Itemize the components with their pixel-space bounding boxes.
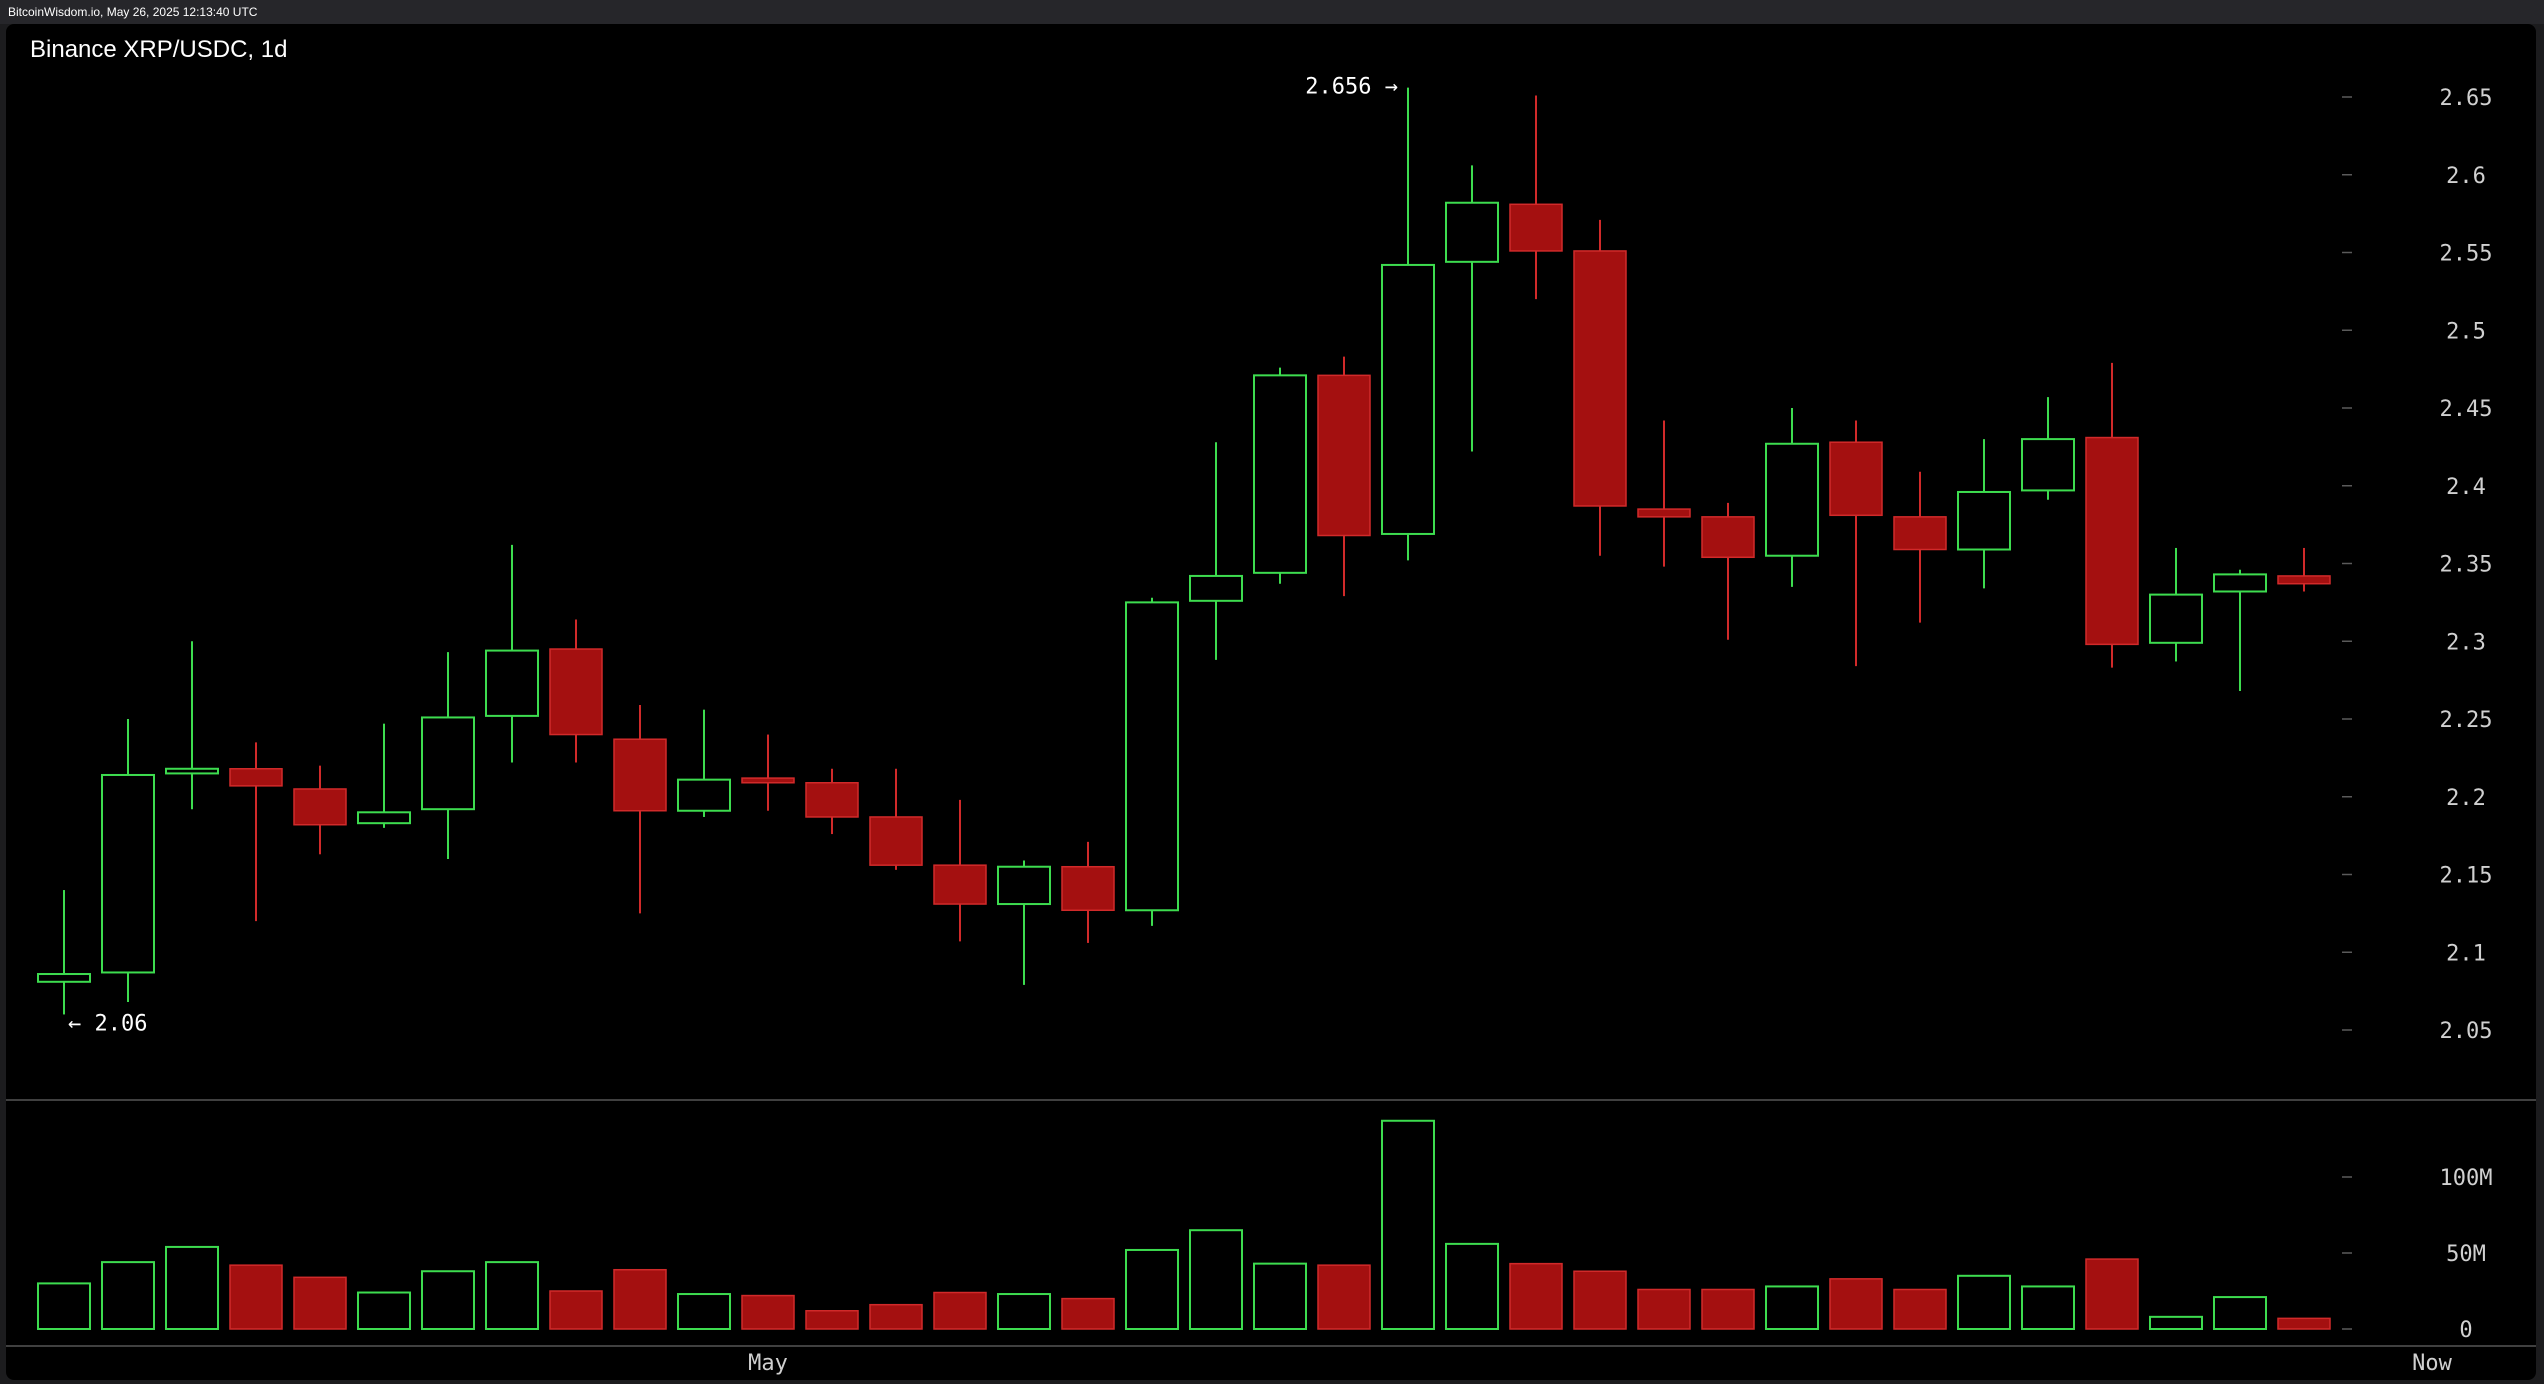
candle-body	[741, 777, 795, 784]
price-tick-label: 2.65	[2440, 86, 2493, 111]
volume-bar	[2085, 1258, 2139, 1330]
candle-body	[869, 816, 923, 866]
price-tick-label: 2.55	[2440, 242, 2493, 267]
candle-body	[549, 648, 603, 736]
volume-bar	[613, 1268, 667, 1330]
candle-body	[997, 865, 1051, 906]
price-tick-label: 2.4	[2446, 475, 2486, 500]
volume-bar	[1445, 1242, 1499, 1331]
volume-bar	[357, 1291, 411, 1331]
price-tick-label: 2.2	[2446, 786, 2486, 811]
chart-panel: 2.05 2.1 2.15 2.2 2.25 2.3 2.35 2.4 2.45 2.5 2.55 2…	[6, 24, 2536, 1380]
volume-bar	[1573, 1270, 1627, 1330]
price-tick-label: 2.45	[2440, 397, 2493, 422]
candle-body	[1829, 441, 1883, 517]
candle-body	[1253, 374, 1307, 574]
candle-body	[101, 773, 155, 974]
candle-body	[1765, 442, 1819, 557]
volume-bar	[2277, 1317, 2331, 1330]
volume-bar	[229, 1264, 283, 1330]
candle-body	[1317, 374, 1371, 537]
volume-tick-label: 100M	[2440, 1166, 2493, 1191]
time-tick-label: Now	[2412, 1351, 2452, 1376]
volume-bar	[997, 1293, 1051, 1331]
candle-body	[1061, 865, 1115, 912]
volume-bar	[1829, 1278, 1883, 1330]
volume-bar	[869, 1303, 923, 1330]
candle-body	[677, 778, 731, 812]
chart-canvas: 2.05 2.1 2.15 2.2 2.25 2.3 2.35 2.4 2.45 2.5 2.55 2…	[6, 75, 2536, 1376]
candle-body	[2021, 438, 2075, 492]
candle-body	[805, 782, 859, 818]
candle-body	[1445, 201, 1499, 263]
volume-bar	[1637, 1288, 1691, 1330]
candle-body	[1381, 263, 1435, 535]
candle-body	[2149, 593, 2203, 644]
volume-bar	[1765, 1285, 1819, 1330]
chart-title: Binance XRP/USDC, 1d	[30, 36, 288, 63]
volume-tick-label: 0	[2459, 1318, 2472, 1343]
candle-body	[1701, 516, 1755, 559]
volume-bar	[421, 1270, 475, 1330]
top-bar: BitcoinWisdom.io, May 26, 2025 12:13:40 …	[0, 0, 2544, 24]
candle-body	[2213, 573, 2267, 593]
volume-bar	[37, 1282, 91, 1331]
price-tick-label: 2.3	[2446, 630, 2486, 655]
candle-body	[357, 811, 411, 825]
candle-body	[1893, 516, 1947, 551]
volume-tick-label: 50M	[2446, 1242, 2486, 1267]
candle-body	[1125, 601, 1179, 912]
price-tick-label: 2.15	[2440, 864, 2493, 889]
volume-bar	[1317, 1264, 1371, 1330]
volume-bar	[1125, 1248, 1179, 1330]
candle-body	[1573, 250, 1627, 507]
volume-bar	[1189, 1229, 1243, 1330]
candle-body	[293, 788, 347, 826]
volume-bar	[101, 1261, 155, 1330]
volume-bar	[1509, 1262, 1563, 1330]
volume-bar	[1061, 1297, 1115, 1330]
candle-body	[1509, 203, 1563, 252]
volume-bar	[1253, 1262, 1307, 1331]
volume-bar	[677, 1293, 731, 1331]
candle-body	[485, 649, 539, 717]
candle-body	[2085, 436, 2139, 646]
volume-bar	[2213, 1296, 2267, 1330]
time-tick-label: May	[748, 1351, 788, 1376]
volume-bar	[485, 1261, 539, 1330]
candle-body	[229, 768, 283, 787]
price-tick-label: 2.35	[2440, 553, 2493, 578]
candle-body	[1957, 490, 2011, 551]
price-tick-label: 2.1	[2446, 941, 2486, 966]
volume-bar	[1893, 1288, 1947, 1330]
volume-bar	[1701, 1288, 1755, 1330]
volume-bar	[933, 1291, 987, 1330]
volume-bar	[805, 1310, 859, 1330]
volume-bar	[165, 1245, 219, 1331]
price-tick-label: 2.25	[2440, 708, 2493, 733]
low-marker-label: ← 2.06	[68, 1011, 147, 1036]
volume-bar	[293, 1276, 347, 1330]
volume-bar	[1957, 1274, 2011, 1331]
candle-body	[1189, 574, 1243, 602]
volume-bar	[741, 1294, 795, 1330]
price-tick-label: 2.6	[2446, 164, 2486, 189]
candle-body	[37, 973, 91, 983]
candle-body	[933, 864, 987, 905]
volume-bar	[549, 1290, 603, 1330]
candle-body	[421, 716, 475, 811]
candle-body	[613, 738, 667, 812]
volume-bar	[2149, 1315, 2203, 1330]
price-tick-label: 2.05	[2440, 1019, 2493, 1044]
watermark: BitcoinWisdom.io, May 26, 2025 12:13:40 …	[8, 5, 258, 19]
volume-bar	[2021, 1285, 2075, 1330]
candle-body	[2277, 575, 2331, 585]
price-tick-label: 2.5	[2446, 319, 2486, 344]
candle-body	[165, 767, 219, 775]
candle-body	[1637, 508, 1691, 518]
volume-bar	[1381, 1119, 1435, 1331]
high-marker-label: 2.656 →	[1305, 75, 1398, 100]
